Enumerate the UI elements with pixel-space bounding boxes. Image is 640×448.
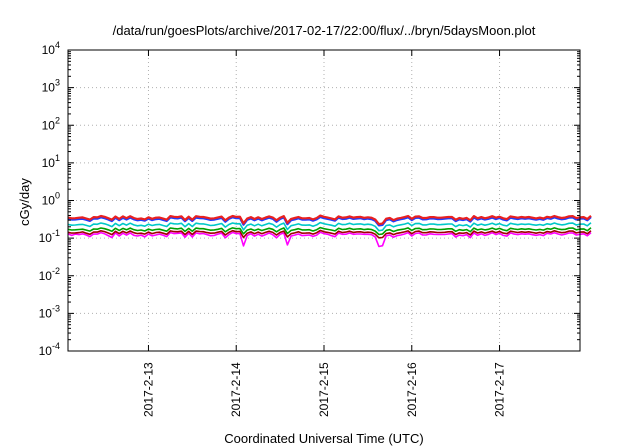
x-axis-title: Coordinated Universal Time (UTC) — [224, 431, 423, 446]
y-tick-label: 10-2 — [39, 266, 60, 283]
y-tick-exponent: 1 — [55, 153, 60, 163]
y-tick-label: 10-1 — [39, 228, 60, 245]
y-tick-base: 10 — [39, 231, 53, 245]
y-tick-base: 10 — [42, 43, 56, 57]
y-tick-base: 10 — [42, 81, 56, 95]
y-tick-exponent: 4 — [55, 40, 60, 50]
y-tick-exponent: 2 — [55, 115, 60, 125]
axis-ticks — [68, 49, 580, 352]
y-tick-base: 10 — [42, 118, 56, 132]
y-tick-base: 10 — [39, 306, 53, 320]
x-tick-label: 2017-2-14 — [229, 362, 243, 417]
y-tick-label: 104 — [42, 40, 60, 57]
y-tick-label: 101 — [42, 153, 60, 170]
y-tick-base: 10 — [42, 156, 56, 170]
series-line — [67, 229, 592, 239]
x-tick-label: 2017-2-15 — [317, 362, 331, 417]
series-line — [67, 221, 592, 232]
y-tick-label: 102 — [42, 115, 60, 132]
x-tick-label: 2017-2-13 — [141, 362, 155, 417]
y-tick-exponent: -2 — [52, 266, 60, 276]
y-tick-exponent: 0 — [55, 191, 60, 201]
series-line — [67, 215, 592, 227]
y-tick-exponent: 3 — [55, 78, 60, 88]
y-tick-exponent: -4 — [52, 341, 60, 351]
y-tick-exponent: -3 — [52, 303, 60, 313]
y-tick-base: 10 — [42, 194, 56, 208]
y-tick-label: 10-3 — [39, 303, 60, 320]
grid — [68, 50, 580, 351]
y-tick-label: 100 — [42, 191, 60, 208]
series-line — [67, 214, 592, 226]
series-layer — [67, 214, 592, 248]
series-line — [67, 226, 592, 236]
y-tick-label: 103 — [42, 78, 60, 95]
y-tick-label: 10-4 — [39, 341, 60, 358]
y-tick-base: 10 — [39, 344, 53, 358]
x-tick-label: 2017-2-17 — [493, 362, 507, 417]
y-axis-title: cGy/day — [17, 178, 32, 226]
chart-title: /data/run/goesPlots/archive/2017-02-17/2… — [113, 23, 536, 38]
y-tick-base: 10 — [39, 269, 53, 283]
x-tick-label: 2017-2-16 — [405, 362, 419, 417]
series-line — [67, 231, 592, 248]
y-tick-exponent: -1 — [52, 228, 60, 238]
tick-labels: 10-410-310-210-11001011021031042017-2-13… — [39, 40, 507, 417]
